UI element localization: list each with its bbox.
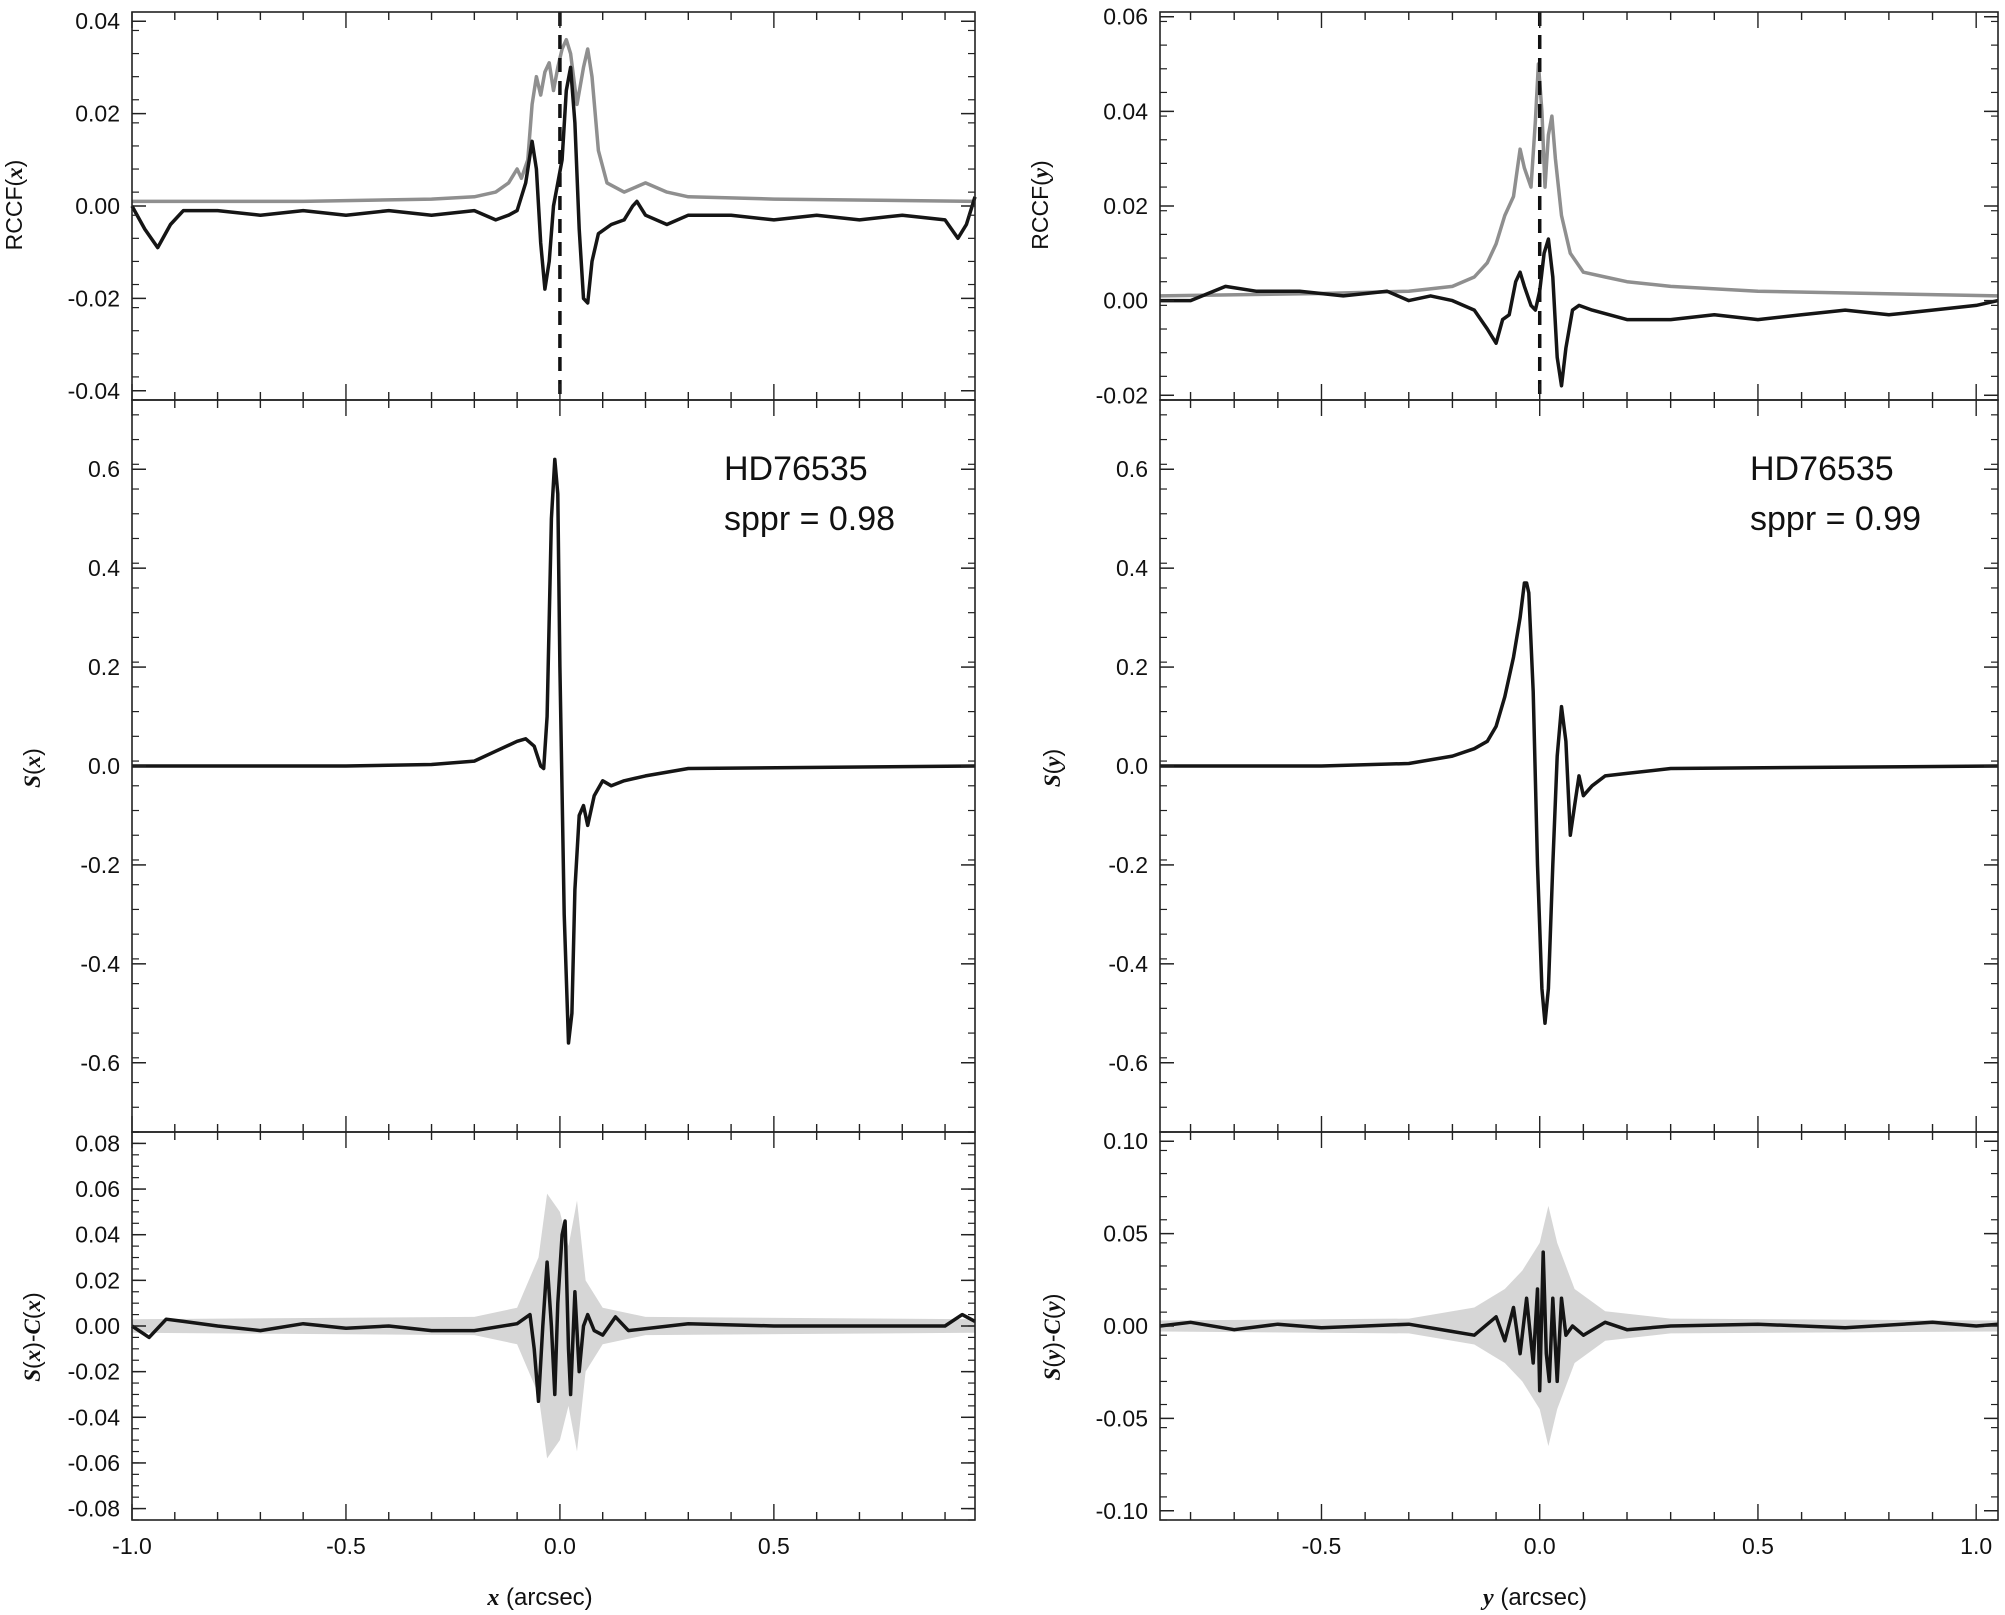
ylabel-left-mid-s: S [20,775,45,788]
annotation-star-right: HD76535 [1750,450,1894,488]
panel-right-mid: S(y) HD76535 sppr = 0.99 0.6 0.4 0.2 0.0 -0.… [1039,399,1999,1133]
xtick-label-left-bot: -0.5 [326,1533,366,1559]
panel-left-top: RCCF(x) 0.04 0.02 0.00 -0.02 -0.04 [1,8,977,404]
ytick-label-right-mid: -0.6 [1108,1050,1148,1076]
ytick-label-right-top: 0.00 [1103,288,1148,314]
ytick-label-right-mid: -0.2 [1108,852,1148,878]
ylabel-left-mid: S(x) [19,748,45,788]
panel-left-bot: S(x)-C(x) x (arcsec) 0.08 0.06 0.04 0.02 0.0… [19,1130,976,1611]
ytick-label-right-bot: 0.00 [1103,1313,1148,1339]
black-series-left-bot [131,1219,976,1404]
ytick-label-right-top: 0.04 [1103,98,1148,124]
ytick-label-left-top: 0.00 [75,193,120,219]
ytick-label-right-mid: -0.4 [1108,951,1148,977]
ytick-label-left-bot: 0.04 [75,1222,120,1248]
ytick-label-right-mid: 0.6 [1116,456,1148,482]
ytick-label-right-top: -0.02 [1096,382,1148,408]
xtick-label-right-bot: 1.0 [1960,1533,1992,1559]
ytick-label-left-bot: 0.00 [75,1313,120,1339]
ylabel-left-mid-p2: ) [19,748,45,756]
annotation-sppr-left: sppr = 0.98 [724,500,895,538]
black-series-right-mid [1160,581,1999,1025]
uncertainty-band-right-bot [1160,1205,1998,1447]
xtick-label-left-bot: -1.0 [112,1533,152,1559]
ytick-label-right-bot: -0.05 [1096,1405,1148,1431]
ytick-label-left-mid: -0.2 [80,852,120,878]
ytick-label-left-mid: -0.6 [80,1050,120,1076]
ytick-label-left-bot: -0.08 [68,1496,120,1522]
ytick-label-right-top: 0.06 [1103,4,1148,30]
annotation-star-left: HD76535 [724,450,868,488]
ytick-label-right-bot: -0.10 [1096,1498,1148,1524]
uncertainty-band-left-bot [132,1193,975,1459]
ytick-label-right-top: 0.02 [1103,193,1148,219]
ytick-label-left-bot: -0.04 [68,1404,121,1430]
ytick-label-left-bot: 0.06 [75,1176,120,1202]
ytick-label-left-mid: 0.0 [88,753,120,779]
ytick-label-left-top: 0.04 [75,8,120,34]
ytick-label-left-bot: 0.02 [75,1267,120,1293]
ytick-label-left-bot: -0.02 [68,1359,120,1385]
ytick-label-left-bot: 0.08 [75,1130,120,1156]
xtick-label-right-bot: -0.5 [1302,1533,1342,1559]
ytick-label-right-bot: 0.05 [1103,1221,1148,1247]
panel-right-top: RCCF(y) 0.06 0.04 0.02 0.00 -0.02 [1027,4,1999,408]
xtick-label-right-bot: 0.5 [1742,1533,1774,1559]
ylabel-left-top: RCCF(x) [1,160,27,251]
ylabel-left-top-prefix: RCCF( [1,178,27,250]
ylabel-right-bot: S(y)-C(y) [1039,1294,1065,1381]
grey-series-left-top [132,37,976,204]
ytick-label-right-bot: 0.10 [1103,1128,1148,1154]
ytick-label-right-mid: 0.2 [1116,654,1148,680]
ylabel-left-top-var: x [2,167,27,180]
plot-frame-right-top [1159,11,1999,401]
ylabel-left-mid-p1: ( [19,767,45,775]
annotation-sppr-right: sppr = 0.99 [1750,500,1921,538]
ytick-label-left-top: 0.02 [75,101,120,127]
ytick-label-left-mid: 0.2 [88,654,120,680]
xlabel-right: y (arcsec) [1480,1584,1587,1611]
ytick-label-left-top: -0.04 [68,378,121,404]
ytick-label-left-mid: 0.6 [88,456,120,482]
panel-right-bot: S(y)-C(y) y (arcsec) 0.10 0.05 0.00 -0.05 -0… [1039,1128,1999,1611]
panel-left-mid: S(x) HD76535 sppr = 0.98 0.6 0.4 0.2 0.0 -0.… [19,399,976,1133]
ytick-label-right-mid: 0.4 [1116,555,1148,581]
ytick-label-left-mid: -0.4 [80,951,120,977]
ylabel-rccf-x: RCCF(x) [1,160,27,251]
ytick-label-left-mid: 0.4 [88,555,120,581]
ytick-label-right-mid: 0.0 [1116,753,1148,779]
xtick-label-left-bot: 0.5 [758,1533,790,1559]
black-series-right-top [1160,237,1999,388]
ylabel-left-top-suffix: ) [1,160,27,168]
ylabel-left-bot: S(x)-C(x) [19,1292,45,1381]
black-series-right-bot [1159,1250,1999,1393]
xtick-label-left-bot: 0.0 [544,1533,576,1559]
grey-series-right-top [1159,62,1999,298]
ylabel-right-mid: S(y) [1039,749,1065,787]
black-series-left-top [130,65,977,305]
ylabel-left-mid-x: x [20,756,45,769]
xtick-label-right-bot: 0.0 [1524,1533,1556,1559]
ytick-label-left-top: -0.02 [68,285,120,311]
ytick-label-left-bot: -0.06 [68,1450,120,1476]
xlabel-left: x (arcsec) [486,1584,592,1611]
ylabel-right-top: RCCF(y) [1027,160,1053,249]
black-series-left-mid [132,457,976,1045]
